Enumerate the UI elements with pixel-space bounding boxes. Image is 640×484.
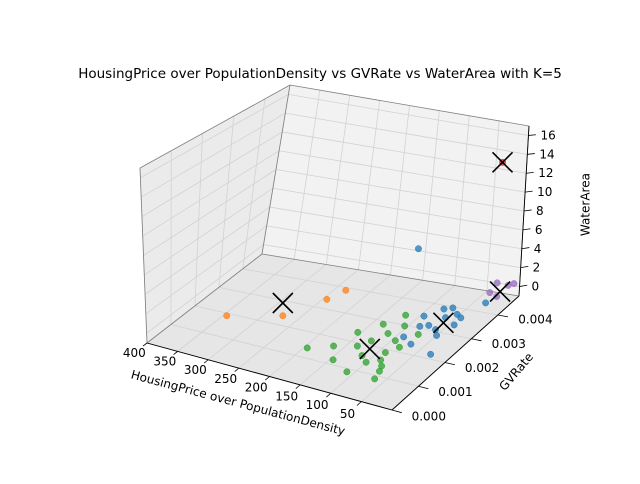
z-tick-label: 2 (533, 261, 541, 275)
x-tick-label: 250 (214, 372, 237, 386)
data-point-cluster-0 (417, 323, 423, 329)
z-tick-mark (525, 191, 533, 192)
x-tick-label: 100 (306, 398, 329, 412)
x-tick-mark (265, 377, 269, 381)
data-point-cluster-1 (324, 296, 330, 302)
data-point-cluster-2 (330, 357, 336, 363)
data-point-cluster-2 (363, 359, 369, 365)
z-tick-mark (524, 210, 532, 211)
y-tick-mark (498, 315, 508, 317)
z-tick-label: 6 (535, 223, 543, 237)
data-point-cluster-2 (344, 369, 350, 375)
y-axis-label: GVRate (496, 350, 536, 393)
z-tick-mark (526, 172, 534, 173)
x-tick-label: 150 (275, 389, 298, 403)
data-point-cluster-0 (458, 315, 464, 321)
data-point-cluster-4 (511, 280, 517, 286)
y-tick-label: 0.001 (438, 385, 472, 399)
data-point-cluster-0 (433, 332, 439, 338)
data-point-cluster-2 (382, 349, 388, 355)
x-tick-mark (357, 402, 361, 406)
z-tick-mark (520, 285, 528, 286)
data-point-cluster-0 (482, 300, 488, 306)
y-tick-mark (445, 363, 455, 365)
y-tick-label: 0.000 (412, 409, 446, 423)
z-tick-label: 12 (538, 166, 553, 180)
data-point-cluster-2 (396, 344, 402, 350)
data-point-cluster-2 (401, 323, 407, 329)
z-tick-mark (527, 154, 534, 155)
data-point-cluster-0 (450, 305, 456, 311)
z-tick-label: 8 (536, 204, 544, 218)
x-tick-label: 400 (123, 346, 146, 360)
data-point-cluster-0 (451, 322, 457, 328)
data-point-cluster-1 (224, 312, 230, 318)
data-point-cluster-2 (371, 376, 377, 382)
data-point-cluster-2 (304, 345, 310, 351)
data-point-cluster-0 (400, 334, 406, 340)
z-tick-label: 14 (539, 147, 554, 161)
z-tick-label: 16 (540, 128, 555, 142)
z-tick-mark (521, 266, 529, 267)
data-point-cluster-2 (402, 312, 408, 318)
x-tick-label: 50 (340, 407, 355, 421)
y-tick-mark (471, 339, 481, 341)
data-point-cluster-0 (441, 306, 447, 312)
data-point-cluster-2 (368, 338, 374, 344)
y-tick-label: 0.002 (465, 361, 499, 375)
data-point-cluster-2 (355, 329, 361, 335)
data-point-cluster-2 (330, 343, 336, 349)
data-point-cluster-0 (427, 351, 433, 357)
z-tick-label: 10 (537, 185, 552, 199)
x-tick-label: 200 (245, 381, 268, 395)
y-tick-mark (392, 410, 402, 413)
data-point-cluster-2 (376, 368, 382, 374)
data-point-cluster-0 (415, 246, 421, 252)
data-point-cluster-2 (415, 331, 421, 337)
x-tick-mark (296, 385, 300, 389)
data-point-cluster-2 (354, 343, 360, 349)
data-point-cluster-4 (487, 289, 493, 295)
y-tick-mark (418, 386, 428, 388)
data-point-cluster-0 (421, 313, 427, 319)
z-axis-label: WaterArea (578, 173, 592, 236)
x-tick-label: 300 (184, 363, 207, 377)
data-point-cluster-0 (408, 341, 414, 347)
z-tick-label: 4 (534, 242, 542, 256)
data-point-cluster-0 (426, 322, 432, 328)
z-tick-mark (522, 248, 530, 249)
x-tick-label: 350 (153, 355, 176, 369)
data-point-cluster-2 (392, 337, 398, 343)
data-point-cluster-2 (380, 321, 386, 327)
chart-title: HousingPrice over PopulationDensity vs G… (78, 66, 562, 82)
z-tick-mark (528, 135, 535, 136)
y-tick-label: 0.004 (518, 313, 552, 327)
x-tick-mark (326, 393, 330, 397)
y-tick-label: 0.003 (492, 337, 526, 351)
data-point-cluster-1 (280, 313, 286, 319)
data-point-cluster-1 (343, 287, 349, 293)
data-point-cluster-4 (494, 280, 500, 286)
data-point-cluster-2 (385, 330, 391, 336)
z-tick-label: 0 (532, 280, 540, 294)
z-tick-mark (523, 229, 531, 230)
